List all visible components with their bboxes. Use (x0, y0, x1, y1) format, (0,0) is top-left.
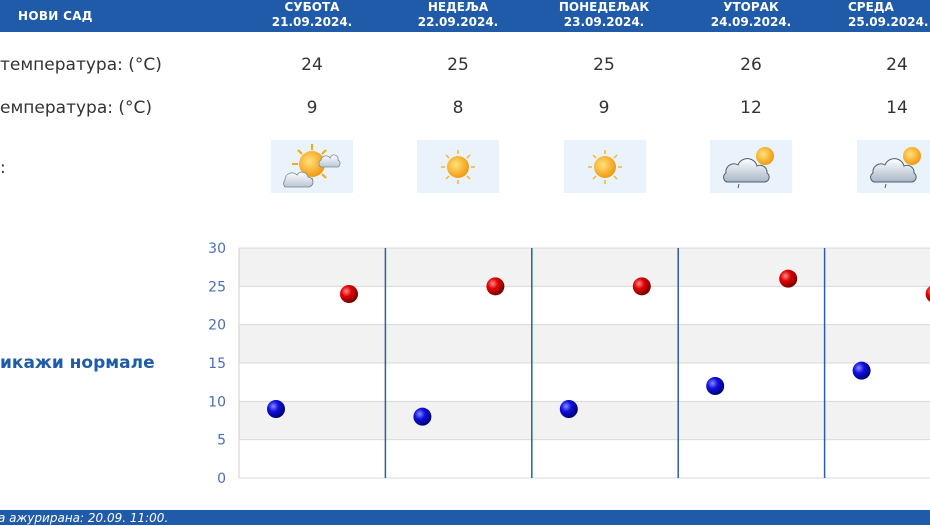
chart-band (239, 363, 930, 402)
min-temp-value: 8 (452, 98, 464, 118)
min-temp-point (852, 361, 871, 380)
day-name: СРЕДА (848, 0, 894, 14)
day-header-4: УТОРАК 24.09.2024. (678, 0, 824, 30)
show-normals-link[interactable]: икажи нормале (0, 353, 155, 373)
weather-label: : (0, 158, 6, 178)
day-header-5: СРЕДА 25.09.2024. (824, 0, 930, 30)
day-name: НЕДЕЉА (427, 0, 489, 14)
y-tick-label: 10 (208, 394, 226, 410)
max-temp-value: 24 (301, 55, 323, 75)
min-temp-label: емпература: (°C) (0, 98, 153, 118)
chart-band (239, 439, 930, 478)
min-temp-point (706, 377, 725, 395)
max-temp-label: температура: (°C) (0, 55, 162, 75)
max-temp-value: 24 (886, 55, 908, 75)
footer-bar: а ажурирана: 20.09. 11:00. (0, 510, 930, 525)
y-tick-label: 15 (208, 356, 226, 372)
chart-band (239, 324, 930, 363)
max-temp-value: 25 (593, 55, 615, 75)
day-date: 24.09.2024. (710, 15, 792, 29)
day-date: 25.09.2024. (848, 15, 929, 29)
day-date: 23.09.2024. (563, 15, 645, 29)
day-name: ПОНЕДЕЉАК (558, 0, 650, 14)
max-temp-value: 25 (447, 55, 469, 75)
min-temp-point (267, 400, 285, 418)
sun-icon (564, 140, 646, 193)
day-date: 21.09.2024. (271, 15, 353, 29)
y-tick-label: 5 (217, 433, 226, 449)
y-tick-label: 30 (208, 241, 226, 257)
max-temp-point (486, 277, 505, 296)
y-tick-label: 20 (208, 318, 226, 334)
y-tick-label: 25 (208, 279, 226, 295)
cloud-rain-sun-icon (857, 140, 930, 193)
min-temp-value: 14 (886, 98, 908, 118)
chart-band (239, 401, 930, 440)
y-tick-label: 0 (217, 471, 226, 487)
last-updated-text: а ажурирана: 20.09. 11:00. (0, 511, 169, 525)
min-temp-value: 9 (306, 98, 318, 118)
day-date: 22.09.2024. (417, 15, 499, 29)
day-header-1: СУБОТА 21.09.2024. (239, 0, 385, 30)
city-name: НОВИ САД (18, 9, 93, 23)
chart-band (239, 248, 930, 287)
day-header-2: НЕДЕЉА 22.09.2024. (385, 0, 531, 30)
max-temp-value: 26 (740, 55, 762, 75)
cloud-rain-sun-icon (710, 140, 792, 193)
min-temp-value: 12 (740, 98, 762, 118)
day-header-3: ПОНЕДЕЉАК 23.09.2024. (531, 0, 677, 30)
max-temp-point (925, 286, 930, 302)
day-name: УТОРАК (723, 0, 779, 14)
day-name: СУБОТА (284, 0, 340, 14)
max-temp-point (340, 285, 358, 303)
forecast-header: НОВИ САД СУБОТА 21.09.2024. НЕДЕЉА 22.09… (0, 0, 930, 32)
sun-icon (417, 140, 499, 193)
temperature-chart: 0 5 10 15 20 25 30 (208, 241, 930, 487)
min-temp-point (559, 400, 578, 418)
min-temp-value: 9 (598, 98, 610, 118)
partly-cloudy-sun-icon (271, 140, 353, 193)
min-temp-point (413, 407, 432, 426)
max-temp-point (779, 269, 798, 288)
max-temp-point (632, 277, 651, 296)
